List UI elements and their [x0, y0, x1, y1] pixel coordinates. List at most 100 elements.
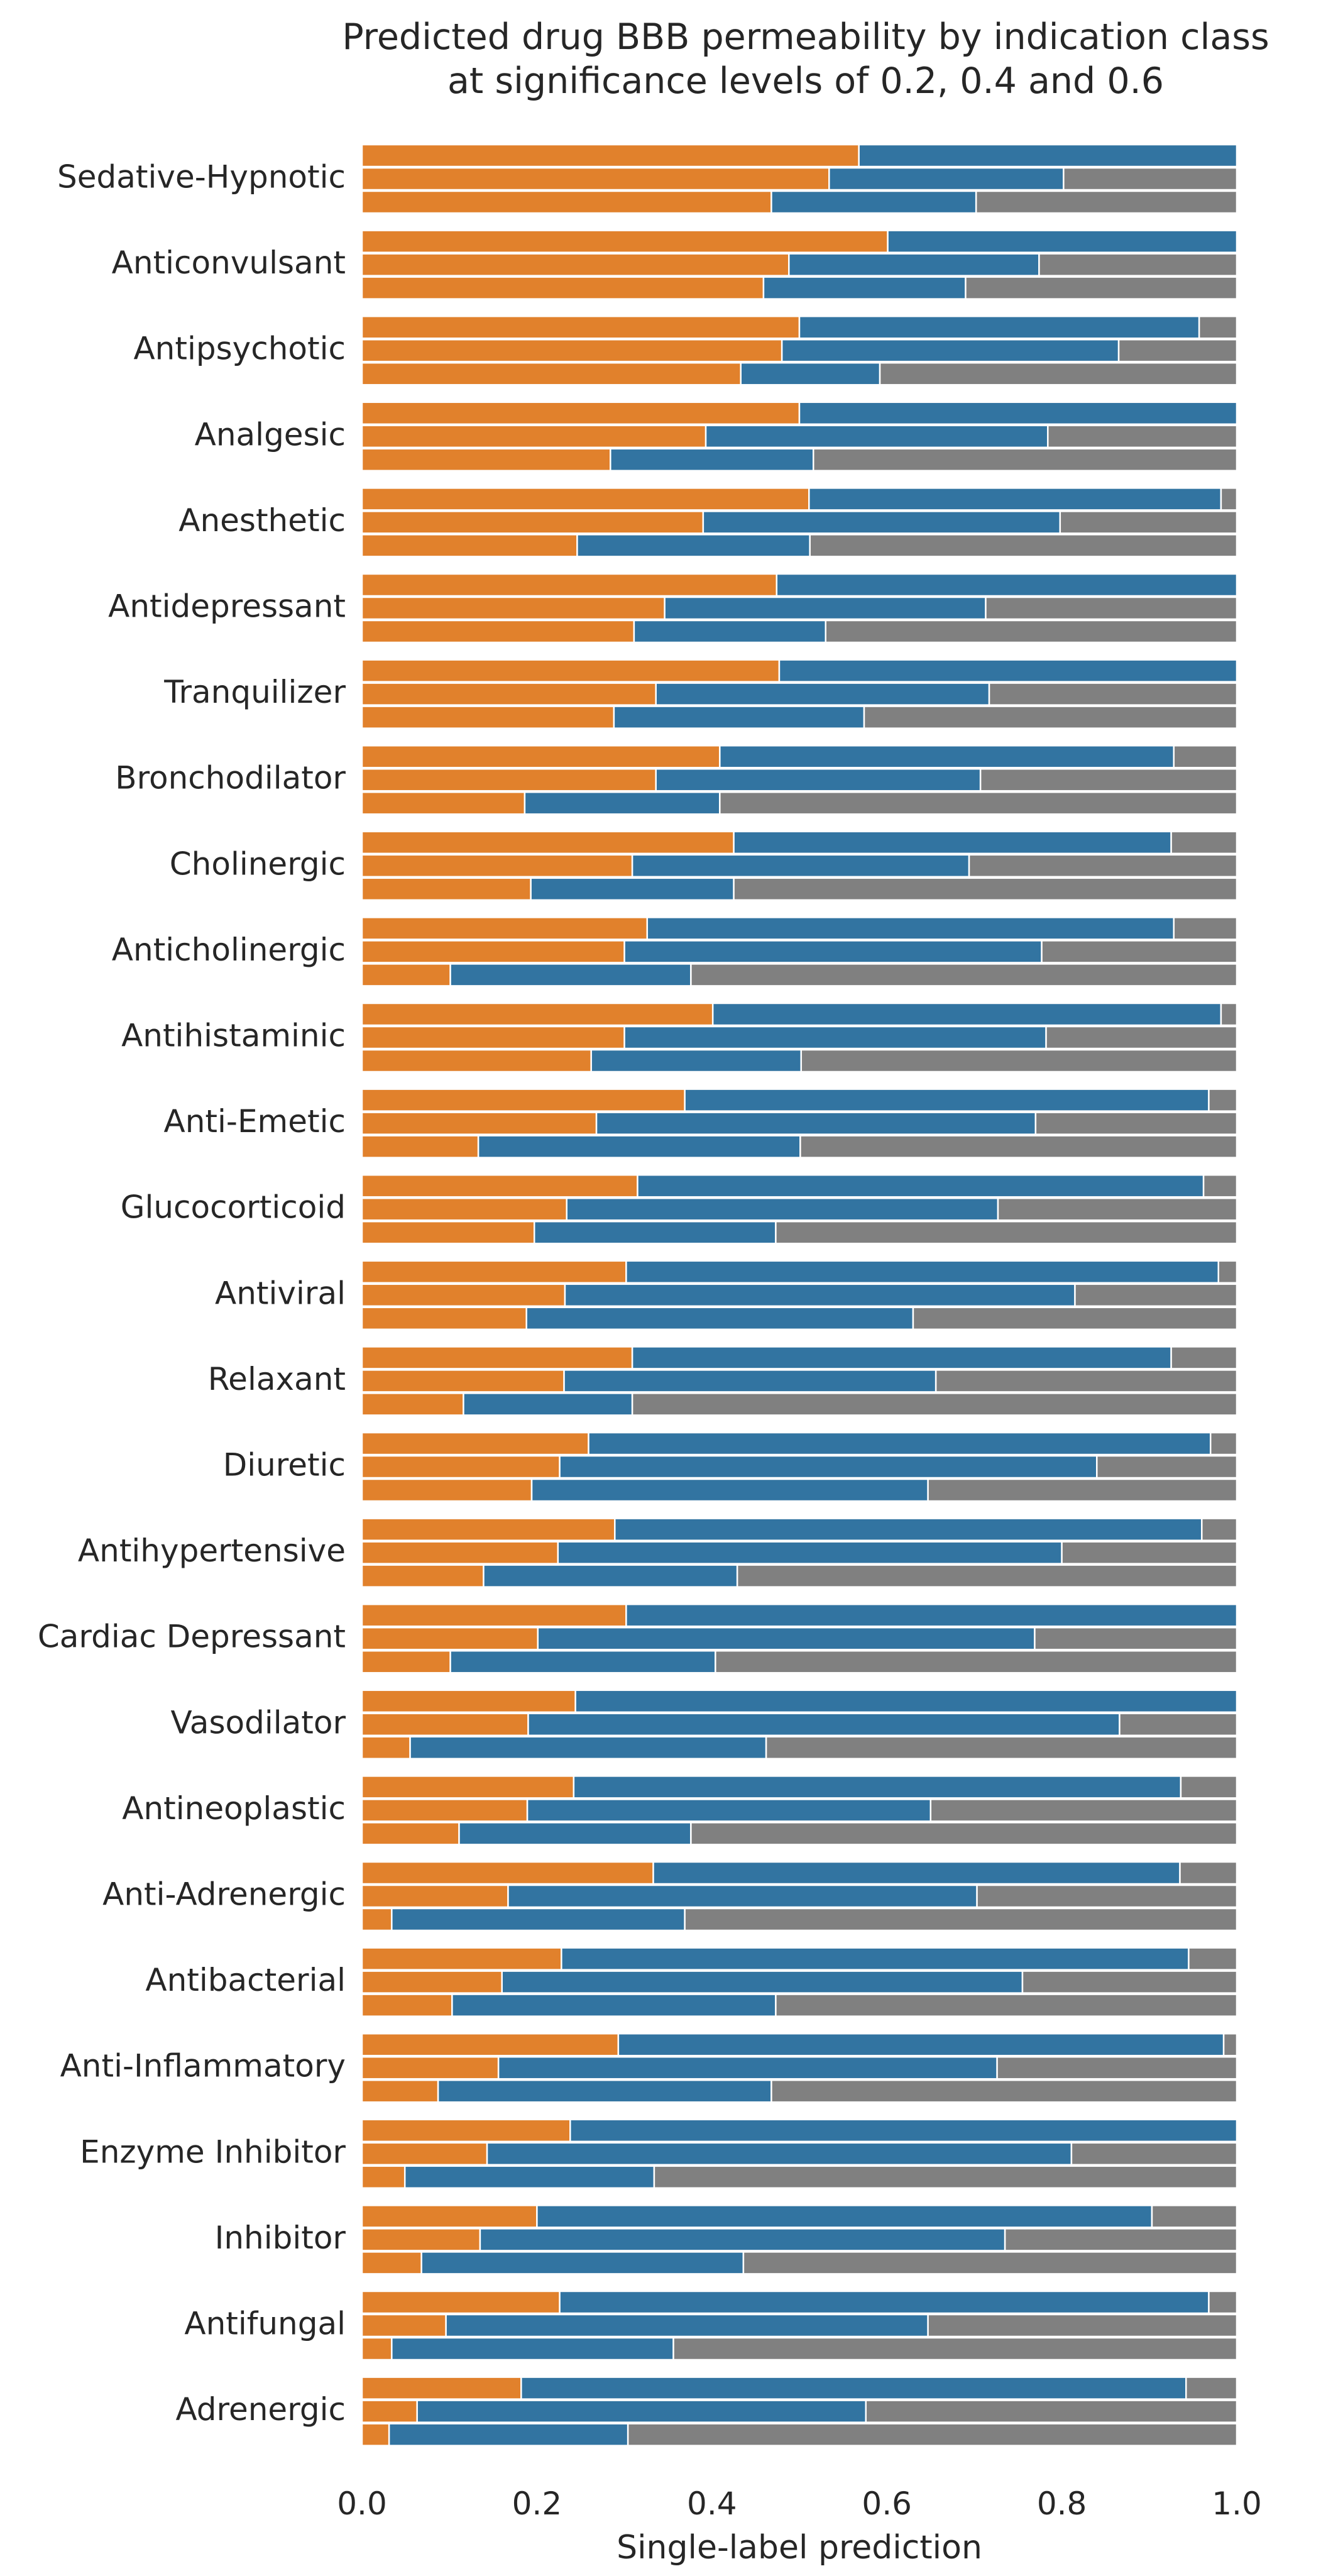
bar-tranquilizer-04-blue: [655, 682, 990, 706]
bar-vasodilator-06-orange: [361, 1736, 411, 1760]
bar-anti-adrenergic-02-orange: [361, 1861, 654, 1885]
bar-antihypertensive-04-orange: [361, 1541, 559, 1565]
bar-anesthetic-02-grey: [1220, 487, 1238, 511]
category-label-antibacterial: Antibacterial: [145, 1962, 346, 1998]
bar-antihistaminic-02-grey: [1220, 1002, 1238, 1027]
bar-anticonvulsant-06-orange: [361, 276, 765, 300]
bar-enzyme-inhibitor-02-blue: [569, 2118, 1238, 2143]
bar-diuretic-02-blue: [588, 1431, 1212, 1456]
bar-anti-inflammatory-06-orange: [361, 2079, 439, 2103]
bar-antifungal-02-grey: [1208, 2290, 1238, 2315]
bar-anticonvulsant-04-orange: [361, 253, 790, 277]
bar-cardiac-depressant-04-orange: [361, 1626, 539, 1651]
bar-anticonvulsant-06-grey: [965, 276, 1238, 300]
category-label-antipsychotic: Antipsychotic: [133, 331, 346, 367]
bar-adrenergic-06-blue: [388, 2423, 629, 2447]
bar-adrenergic-02-orange: [361, 2376, 522, 2400]
bar-bronchodilator-06-blue: [523, 791, 721, 815]
bar-relaxant-06-blue: [463, 1392, 633, 1416]
bar-antidepressant-04-blue: [664, 596, 987, 620]
bar-anesthetic-06-grey: [809, 534, 1238, 558]
bar-antipsychotic-06-orange: [361, 361, 742, 386]
bar-bronchodilator-06-grey: [719, 791, 1238, 815]
bar-cardiac-depressant-04-blue: [537, 1626, 1036, 1651]
bar-inhibitor-02-orange: [361, 2204, 538, 2228]
bar-cardiac-depressant-06-blue: [449, 1649, 716, 1674]
category-label-analgesic: Analgesic: [195, 416, 346, 453]
bar-adrenergic-06-grey: [627, 2423, 1238, 2447]
bar-antidepressant-02-orange: [361, 573, 778, 597]
bar-anti-inflammatory-02-orange: [361, 2032, 620, 2057]
bar-anti-emetic-04-grey: [1034, 1111, 1238, 1135]
bar-enzyme-inhibitor-06-grey: [653, 2165, 1238, 2189]
bar-antineoplastic-02-orange: [361, 1775, 575, 1799]
bar-vasodilator-04-grey: [1119, 1712, 1238, 1737]
bar-cardiac-depressant-06-grey: [715, 1649, 1238, 1674]
bar-inhibitor-04-grey: [1004, 2228, 1238, 2252]
bar-anticholinergic-02-orange: [361, 916, 649, 940]
bar-anti-inflammatory-04-orange: [361, 2056, 500, 2080]
category-label-anesthetic: Anesthetic: [178, 502, 346, 539]
bar-anti-emetic-04-orange: [361, 1111, 598, 1135]
bar-tranquilizer-06-orange: [361, 705, 615, 729]
bar-diuretic-06-orange: [361, 1478, 533, 1502]
bar-antihistaminic-04-blue: [623, 1025, 1047, 1050]
bar-vasodilator-04-blue: [527, 1712, 1121, 1737]
bar-anesthetic-06-blue: [576, 534, 811, 558]
bar-glucocorticoid-06-blue: [533, 1220, 777, 1245]
bar-analgesic-02-orange: [361, 401, 801, 426]
bar-glucocorticoid-04-grey: [997, 1197, 1238, 1221]
plot-area: [361, 143, 1238, 2447]
bar-anti-emetic-02-grey: [1208, 1088, 1238, 1112]
bar-cholinergic-06-grey: [733, 877, 1238, 901]
bar-antineoplastic-04-blue: [526, 1798, 932, 1822]
bar-sedative-hypnotic-06-orange: [361, 190, 772, 214]
bar-antibacterial-06-blue: [451, 1993, 777, 2017]
category-label-anticholinergic: Anticholinergic: [112, 932, 346, 968]
bar-bronchodilator-02-grey: [1173, 744, 1238, 769]
bar-enzyme-inhibitor-02-orange: [361, 2118, 571, 2143]
bar-antihypertensive-04-grey: [1061, 1541, 1238, 1565]
bar-analgesic-06-grey: [813, 448, 1238, 472]
bar-antihypertensive-02-blue: [614, 1517, 1203, 1541]
bar-antihistaminic-02-blue: [711, 1002, 1222, 1027]
bar-antibacterial-04-orange: [361, 1970, 503, 1994]
bar-sedative-hypnotic-06-grey: [975, 190, 1238, 214]
bar-antifungal-06-orange: [361, 2337, 393, 2361]
bar-anesthetic-04-orange: [361, 510, 704, 534]
bar-cardiac-depressant-04-grey: [1034, 1626, 1238, 1651]
bar-antihypertensive-02-orange: [361, 1517, 616, 1541]
bar-glucocorticoid-04-blue: [566, 1197, 999, 1221]
bar-anticholinergic-04-grey: [1041, 940, 1238, 964]
bar-bronchodilator-04-orange: [361, 768, 657, 792]
category-label-antineoplastic: Antineoplastic: [122, 1790, 346, 1827]
bar-antifungal-04-orange: [361, 2313, 447, 2338]
bar-sedative-hypnotic-06-blue: [770, 190, 977, 214]
chart-title-line-2: at significance levels of 0.2, 0.4 and 0…: [447, 60, 1164, 102]
bar-anticonvulsant-04-grey: [1038, 253, 1238, 277]
bar-antipsychotic-04-orange: [361, 338, 783, 363]
bar-antineoplastic-06-grey: [690, 1822, 1238, 1846]
bar-analgesic-04-blue: [704, 424, 1049, 449]
bar-antihistaminic-06-blue: [590, 1049, 803, 1073]
bar-anticholinergic-04-orange: [361, 940, 625, 964]
x-tick-label-0-0: 0.0: [337, 2485, 387, 2522]
bar-antidepressant-04-orange: [361, 596, 666, 620]
bar-cardiac-depressant-06-orange: [361, 1649, 451, 1674]
bar-enzyme-inhibitor-04-grey: [1070, 2142, 1238, 2166]
bar-antihypertensive-06-blue: [483, 1564, 738, 1588]
bar-anti-adrenergic-04-blue: [507, 1884, 978, 1908]
bar-anesthetic-06-orange: [361, 534, 578, 558]
bar-anti-emetic-06-blue: [477, 1135, 801, 1159]
bar-vasodilator-06-blue: [409, 1736, 767, 1760]
bar-antibacterial-04-grey: [1021, 1970, 1238, 1994]
bar-relaxant-02-orange: [361, 1346, 633, 1370]
bar-glucocorticoid-02-grey: [1202, 1174, 1238, 1198]
bar-diuretic-04-grey: [1096, 1455, 1238, 1479]
bar-inhibitor-06-orange: [361, 2251, 422, 2275]
category-label-cardiac-depressant: Cardiac Depressant: [38, 1619, 346, 1655]
bar-antipsychotic-02-blue: [798, 315, 1200, 339]
bar-antineoplastic-04-grey: [929, 1798, 1238, 1822]
bar-diuretic-04-orange: [361, 1455, 561, 1479]
bar-diuretic-06-grey: [927, 1478, 1238, 1502]
